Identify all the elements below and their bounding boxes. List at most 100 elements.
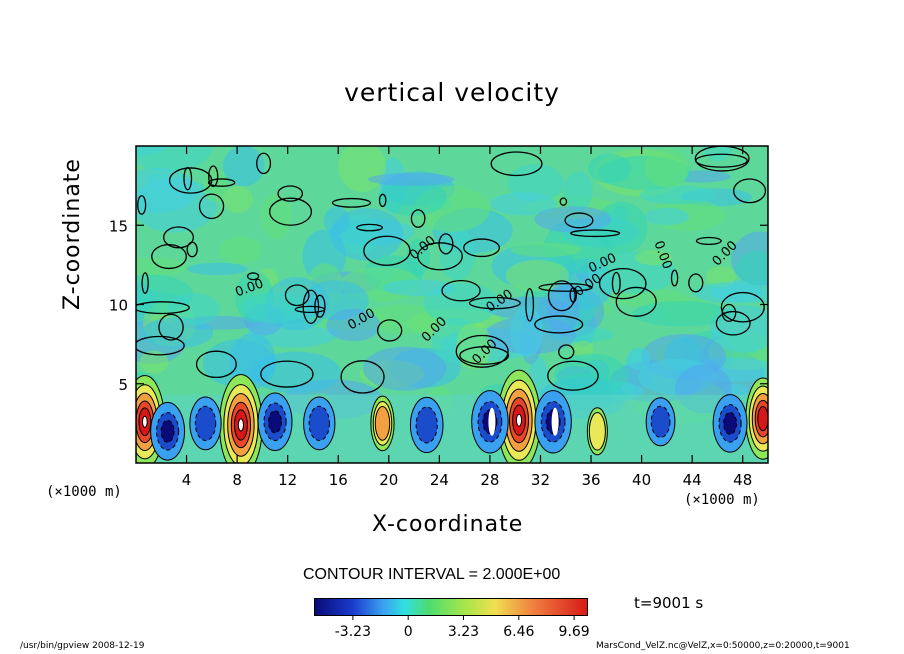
contour-line — [246, 272, 260, 281]
contour-line — [417, 242, 463, 271]
field-patch — [439, 228, 476, 281]
chart-title: vertical velocity — [344, 78, 560, 107]
field-patch — [644, 207, 690, 226]
field-patch — [595, 201, 648, 254]
field-patch — [706, 266, 736, 288]
field-patch — [338, 146, 386, 192]
x-tick-label: 12 — [278, 471, 297, 489]
contour-line — [695, 236, 722, 245]
contour-line — [733, 178, 767, 204]
field-patch — [563, 171, 593, 211]
contour-line — [268, 197, 313, 226]
field-patch — [736, 250, 768, 287]
contour-line — [163, 226, 194, 249]
updraft-core — [141, 415, 148, 428]
downdraft-peak — [551, 407, 559, 436]
field-patch — [187, 262, 248, 276]
x-tick-label: 48 — [733, 471, 752, 489]
contour-interval-label: CONTOUR INTERVAL = 2.000E+00 — [303, 566, 561, 583]
colorbar-tick-label: 9.69 — [559, 624, 590, 640]
x-tick-label: 16 — [329, 471, 348, 489]
colorbar-tick-label: 0 — [404, 624, 413, 640]
field-patch — [456, 321, 492, 370]
field-patch — [136, 167, 198, 213]
contour-line — [136, 301, 190, 315]
contour-line — [141, 272, 149, 294]
field-patch — [534, 206, 612, 233]
contour-line — [559, 197, 568, 206]
x-unit-right: (×1000 m) — [684, 492, 760, 508]
field-patch — [326, 308, 381, 342]
field-patch — [167, 292, 220, 326]
field-patch — [362, 346, 447, 391]
contour-line — [356, 223, 383, 232]
field-patch — [510, 305, 544, 358]
contour-line — [378, 193, 387, 208]
downdraft-core — [268, 410, 282, 434]
contour-line — [538, 282, 593, 292]
field-patch — [241, 292, 307, 324]
x-tick-label: 8 — [232, 471, 242, 489]
contour-line — [459, 346, 510, 365]
colorbar — [314, 598, 588, 616]
time-label: t=9001 s — [634, 594, 704, 612]
contour-line — [376, 319, 403, 342]
downdraft-core — [160, 419, 175, 443]
x-unit-left: (×1000 m) — [46, 484, 122, 500]
contour-line — [670, 269, 679, 287]
colorbar-tick-label: 6.46 — [503, 624, 534, 640]
field-patch — [644, 148, 690, 188]
updraft-core — [588, 412, 606, 451]
x-tick-label: 36 — [581, 471, 600, 489]
contour-line — [340, 360, 385, 394]
field-patch — [323, 206, 350, 235]
contour-line — [441, 279, 481, 302]
contour-line — [331, 197, 372, 208]
updraft-core — [757, 405, 768, 432]
contour-line — [455, 334, 509, 368]
y-axis-label: Z-coordinate — [60, 158, 85, 310]
contour-line — [564, 212, 594, 229]
updraft-core — [515, 413, 523, 427]
field-patch — [627, 347, 651, 371]
updraft-core — [237, 418, 244, 432]
contour-line — [136, 335, 185, 356]
contour-line — [720, 291, 765, 323]
contour-line — [547, 360, 599, 391]
contour-line — [525, 287, 535, 322]
contour-line — [207, 178, 236, 187]
downdraft-core — [723, 411, 738, 435]
x-tick-label: 20 — [379, 471, 398, 489]
x-tick-label: 44 — [683, 471, 702, 489]
colorbar-tick-label: -3.23 — [335, 624, 371, 640]
updraft-core — [374, 405, 391, 441]
contour-line — [277, 185, 304, 202]
field-patch — [505, 260, 570, 292]
contour-line — [598, 267, 647, 300]
field-patch — [572, 340, 594, 358]
contour-line — [463, 238, 501, 258]
contour-line — [198, 193, 225, 220]
contour-line — [695, 153, 748, 168]
contour-line — [534, 315, 584, 334]
contour-line — [260, 360, 314, 388]
x-axis-label: X-coordinate — [372, 512, 524, 537]
field-patch — [260, 193, 292, 239]
contour-line — [363, 235, 411, 266]
contour-line — [611, 271, 621, 295]
x-tick-label: 24 — [430, 471, 449, 489]
field-patch — [588, 153, 632, 184]
contour-line — [183, 166, 193, 191]
x-tick-label: 32 — [531, 471, 550, 489]
y-tick-label: 5 — [118, 376, 128, 394]
contour-line — [715, 310, 751, 336]
contour-line — [615, 286, 657, 317]
contour-line — [284, 284, 310, 307]
field-patch — [554, 353, 628, 396]
field-patch — [510, 242, 582, 258]
contour-line — [468, 296, 521, 310]
field-patch — [546, 281, 580, 335]
contour-line — [137, 195, 147, 215]
field-patch — [382, 279, 456, 297]
